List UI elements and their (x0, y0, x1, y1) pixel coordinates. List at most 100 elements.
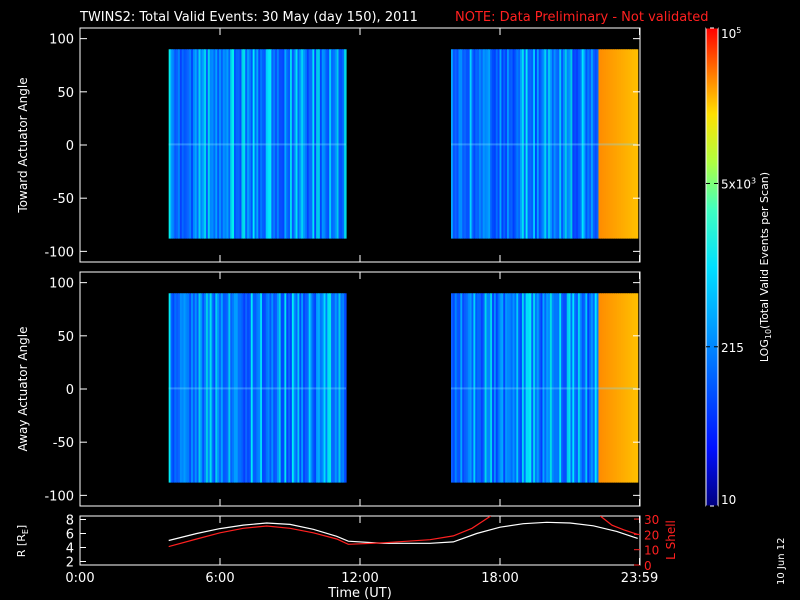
colorbar: 10 215 5x103 105 LOG10(Total Valid Events pe… (705, 26, 773, 507)
x-tick-label: 6:00 (205, 571, 234, 586)
heatmap-column (252, 293, 256, 483)
heatmap-column (568, 293, 572, 483)
y-tick-label: -100 (44, 489, 74, 504)
heatmap-column (291, 49, 295, 239)
heatmap-column (228, 293, 231, 483)
heatmap-column (555, 49, 558, 239)
heatmap-column (323, 293, 327, 483)
x-tick-label: 23:59 (621, 571, 658, 586)
heatmap-column (176, 293, 179, 483)
heatmap-column (477, 293, 480, 483)
heatmap-column (540, 293, 544, 483)
heatmap-column (304, 49, 308, 239)
heatmap-column (486, 293, 489, 483)
heatmap-column (187, 49, 190, 239)
heatmap-column (183, 293, 187, 483)
heatmap-column (576, 49, 579, 239)
heatmap-column (297, 49, 300, 239)
heatmap-column (501, 49, 504, 239)
heatmap-column (250, 49, 254, 239)
heatmap-column (551, 49, 555, 239)
y-tick-label: 0 (66, 139, 74, 154)
heatmap-column (525, 293, 529, 483)
figure-title: TWINS2: Total Valid Events: 30 May (day … (79, 10, 418, 25)
heatmap-column (611, 293, 614, 483)
heatmap-column (514, 49, 517, 239)
heatmap-column (293, 293, 297, 483)
heatmap-column (533, 293, 536, 483)
heatmap-column (185, 49, 188, 239)
heatmap-column (622, 293, 626, 483)
heatmap-column (632, 293, 635, 483)
heatmap-column (263, 293, 267, 483)
heatmap-column (312, 293, 315, 483)
heatmap-column (460, 49, 463, 239)
heatmap-column (176, 49, 179, 239)
heatmap-column (452, 293, 456, 483)
heatmap-column (168, 293, 172, 483)
heatmap-column (630, 293, 633, 483)
heatmap-column (265, 49, 269, 239)
heatmap-column (493, 49, 497, 239)
heatmap-column (239, 49, 243, 239)
heatmap-column (456, 293, 460, 483)
heatmap-column (228, 49, 231, 239)
heatmap-column (314, 49, 317, 239)
heatmap-column (559, 293, 562, 483)
colorbar-tick-label: 105 (721, 26, 741, 41)
heatmap-column (217, 49, 220, 239)
heatmap-column (248, 293, 252, 483)
heatmap-column (170, 293, 173, 483)
heatmap-column (202, 293, 205, 483)
heatmap-column (607, 293, 611, 483)
heatmap-column (331, 293, 334, 483)
heatmap-column (174, 49, 177, 239)
y-tick-label: 0 (66, 383, 74, 398)
heatmap-column (512, 49, 516, 239)
heatmap-column (553, 293, 557, 483)
heatmap-column (598, 293, 601, 483)
heatmap-column (633, 49, 637, 239)
heatmap-column (338, 49, 341, 239)
heatmap-column (211, 293, 215, 483)
heatmap-column (213, 293, 216, 483)
heatmap-column (316, 293, 319, 483)
heatmap-column (492, 49, 495, 239)
heatmap-column (521, 49, 525, 239)
heatmap-column (581, 49, 585, 239)
heatmap-column (174, 293, 177, 483)
heatmap-column (321, 49, 325, 239)
heatmap-column (520, 293, 523, 483)
heatmap-column (544, 293, 547, 483)
heatmap-column (181, 293, 185, 483)
heatmap-column (503, 49, 506, 239)
heatmap-column (239, 293, 243, 483)
heatmap-column (224, 49, 228, 239)
heatmap-column (624, 49, 628, 239)
heatmap-column (230, 293, 233, 483)
heatmap-column (271, 49, 274, 239)
heatmap-column (299, 49, 302, 239)
heatmap-column (342, 293, 345, 483)
heatmap-column (222, 49, 226, 239)
heatmap-column (219, 49, 222, 239)
heatmap-column (332, 49, 336, 239)
heatmap-column (278, 293, 282, 483)
heatmap-column (181, 49, 185, 239)
heatmap-column (192, 293, 196, 483)
heatmap-column (507, 293, 510, 483)
zero-angle-band (451, 143, 637, 146)
heatmap-column (570, 293, 573, 483)
heatmap-column (256, 293, 259, 483)
heatmap-column (458, 293, 461, 483)
heatmap-column (344, 49, 347, 239)
l-shell-line (168, 516, 492, 548)
heatmap-column (626, 49, 629, 239)
heatmap-column (452, 49, 456, 239)
heatmap-column (204, 49, 207, 239)
heatmap-column (620, 293, 624, 483)
heatmap-column (581, 293, 585, 483)
zero-angle-band (168, 387, 346, 390)
heatmap-column (469, 293, 473, 483)
heatmap-column (471, 293, 474, 483)
